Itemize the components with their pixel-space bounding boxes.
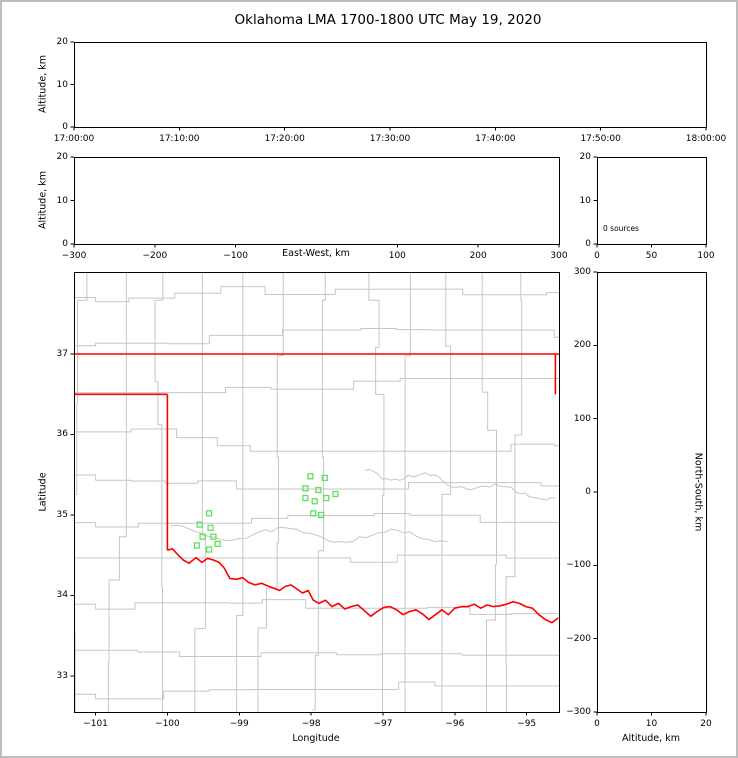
tick-label: 17:20:00 xyxy=(264,134,305,144)
tick-label: 200 xyxy=(469,251,487,261)
tick-label: 0 xyxy=(585,239,591,249)
tick-label: −300 xyxy=(566,707,591,717)
tick-label: 0 xyxy=(594,719,600,729)
tick-label: 17:00:00 xyxy=(53,134,95,144)
tick-label: −100 xyxy=(155,719,180,729)
tick-label: −300 xyxy=(61,251,87,261)
tick-label: 10 xyxy=(645,719,658,729)
tick-label: 17:40:00 xyxy=(475,134,516,144)
tick-label: 20 xyxy=(579,152,591,162)
tick-label: 10 xyxy=(56,195,68,206)
tick-label: −100 xyxy=(223,251,249,261)
tick-label: 200 xyxy=(573,340,591,351)
tick-label: 100 xyxy=(388,251,406,261)
tick-label: 100 xyxy=(573,413,591,424)
tick-label: 0 xyxy=(585,487,591,497)
tick-label: 300 xyxy=(550,251,568,261)
tick-label: −99 xyxy=(229,719,249,729)
tick-label: −98 xyxy=(301,719,321,729)
tick-label: 33 xyxy=(56,670,68,681)
tick-label: −200 xyxy=(566,633,591,644)
tick-label: 20 xyxy=(700,719,712,729)
sources-count-annotation: 0 sources xyxy=(603,224,639,233)
tick-label: 10 xyxy=(579,195,591,206)
tick-label: −101 xyxy=(83,719,108,729)
tick-label: −200 xyxy=(142,251,168,261)
ew-panel-ylabel: Altitude, km xyxy=(37,171,49,229)
tick-label: 35 xyxy=(56,509,68,520)
tick-label: 17:10:00 xyxy=(159,134,200,144)
figure-title: Oklahoma LMA 1700-1800 UTC May 19, 2020 xyxy=(234,12,542,28)
time-panel-ylabel: Altitude, km xyxy=(37,55,49,113)
tick-label: 34 xyxy=(56,590,68,601)
tick-label: −96 xyxy=(445,719,465,729)
tick-label: 0 xyxy=(62,122,68,132)
ns-panel-ylabel: North-South, km xyxy=(692,452,704,532)
tick-label: 10 xyxy=(56,79,68,90)
tick-label: 37 xyxy=(56,349,68,360)
ns-panel-xlabel: Altitude, km xyxy=(622,733,680,744)
tick-label: −95 xyxy=(517,719,537,729)
tick-label: 50 xyxy=(645,251,658,261)
map-xlabel: Longitude xyxy=(292,733,340,744)
tick-label: 0 xyxy=(594,251,600,261)
tick-label: 18:00:00 xyxy=(685,134,727,144)
tick-label: 20 xyxy=(56,152,68,162)
tick-label: 0 xyxy=(62,239,68,249)
tick-label: 17:50:00 xyxy=(580,134,621,144)
tick-label: 300 xyxy=(573,267,591,277)
tick-label: 17:30:00 xyxy=(369,134,411,144)
tick-label: −100 xyxy=(566,560,591,571)
ew-panel-xlabel: East-West, km xyxy=(282,248,350,259)
tick-label: −97 xyxy=(373,719,393,729)
tick-label: 36 xyxy=(56,429,68,440)
tick-label: 20 xyxy=(56,37,68,47)
tick-label: 100 xyxy=(697,251,715,261)
map-ylabel: Latitude xyxy=(37,472,49,512)
